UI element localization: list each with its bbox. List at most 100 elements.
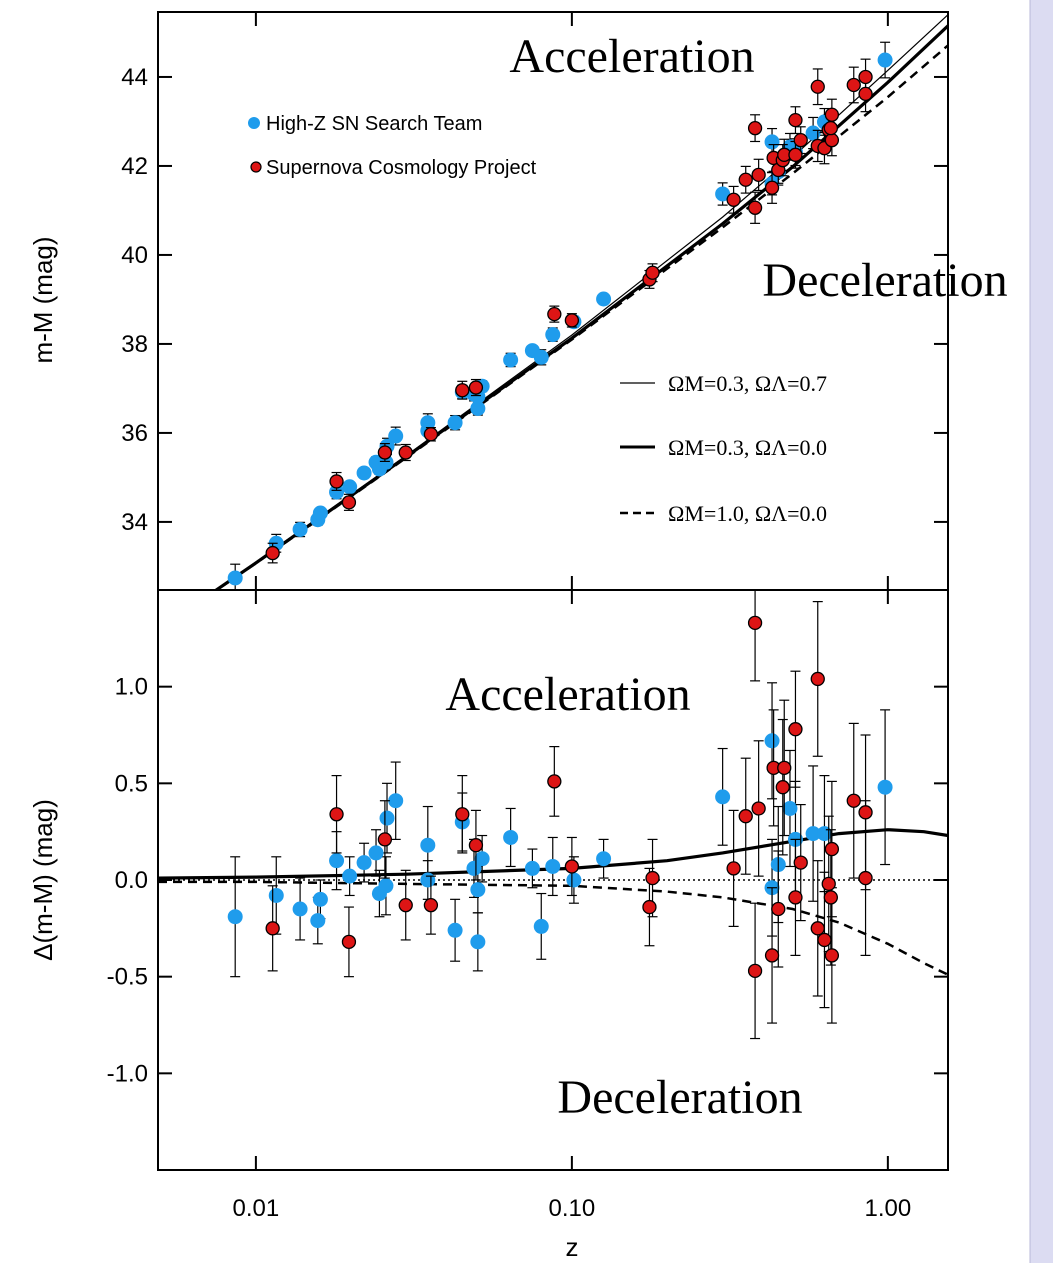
y-tick-label: 34 <box>121 509 148 536</box>
y-tick-label: 0.0 <box>115 867 148 894</box>
data-point <box>824 107 840 122</box>
data-point <box>312 505 328 521</box>
data-point <box>596 291 612 307</box>
legend-label: ΩM=0.3, ΩΛ=0.0 <box>668 435 827 460</box>
data-point <box>455 807 470 822</box>
data-point <box>747 963 763 979</box>
data-point <box>398 445 413 460</box>
data-point <box>265 921 280 936</box>
annotation: Acceleration <box>445 668 690 721</box>
data-point <box>566 872 582 888</box>
data-point <box>596 851 612 867</box>
data-point <box>342 868 358 884</box>
y-tick-label: 1.0 <box>115 674 148 701</box>
data-point <box>377 832 393 847</box>
side-strip <box>1030 0 1053 1263</box>
data-point <box>470 934 486 950</box>
data-point <box>764 948 780 963</box>
data-point <box>782 800 798 816</box>
y-tick-label: -1.0 <box>107 1060 148 1087</box>
annotation: Deceleration <box>762 254 1007 307</box>
x-tick-label: 1.00 <box>864 1195 911 1222</box>
data-point <box>824 132 840 148</box>
panel-plot <box>158 590 948 1040</box>
data-point <box>227 909 243 925</box>
legend-label: Supernova Cosmology Project <box>266 157 537 179</box>
model-line <box>158 880 948 976</box>
data-point <box>726 192 741 207</box>
data-point <box>312 891 328 907</box>
data-point <box>503 352 519 368</box>
data-point <box>379 810 395 826</box>
data-point <box>423 427 439 442</box>
data-point <box>545 858 561 874</box>
data-point <box>341 934 357 950</box>
data-point <box>533 918 549 934</box>
plot-layer: 34 36 38 40 42 44 -1.0 -0.5 0.0 0.5 1.0 0.01 0.10 1.0… <box>107 12 948 1222</box>
bottom-panel-frame <box>157 589 949 1171</box>
data-point <box>468 838 484 853</box>
data-point <box>547 306 562 322</box>
data-point <box>858 805 873 820</box>
data-point <box>805 826 821 842</box>
data-point <box>388 793 404 809</box>
data-point <box>470 882 486 898</box>
data-point <box>788 890 803 905</box>
data-point <box>474 851 490 867</box>
data-point <box>751 801 766 816</box>
data-point <box>341 495 357 510</box>
data-point <box>227 570 243 586</box>
data-point <box>642 899 657 915</box>
data-point <box>821 876 836 892</box>
data-point <box>788 147 803 162</box>
data-point <box>810 671 825 687</box>
legend-label: High-Z SN Search Team <box>266 113 482 135</box>
data-point <box>816 826 832 842</box>
data-point <box>564 859 580 874</box>
data-point <box>715 186 731 202</box>
data-point <box>447 415 463 431</box>
data-point <box>793 855 808 870</box>
data-point <box>423 897 439 913</box>
data-point <box>368 845 384 861</box>
data-point <box>805 125 821 141</box>
y-tick-label: 42 <box>121 153 148 180</box>
data-point <box>747 200 763 215</box>
legend-label: ΩM=0.3, ΩΛ=0.7 <box>668 371 827 396</box>
y-tick-label: 0.5 <box>115 770 148 797</box>
data-point <box>329 474 344 489</box>
data-point <box>268 887 284 903</box>
data-point <box>420 837 436 853</box>
data-point <box>764 134 780 150</box>
data-point <box>292 521 308 537</box>
data-point <box>810 921 825 936</box>
y-tick-label: -0.5 <box>107 964 148 991</box>
data-point <box>524 860 540 876</box>
y-tick-label: 36 <box>121 420 148 447</box>
data-point <box>356 855 372 871</box>
data-point <box>564 313 580 328</box>
data-point <box>738 809 753 824</box>
data-point <box>858 69 873 85</box>
data-point <box>726 861 741 876</box>
annotation: Acceleration <box>509 30 754 83</box>
data-point <box>858 86 873 102</box>
data-point <box>645 870 660 886</box>
data-point <box>824 948 840 963</box>
data-point <box>420 872 436 888</box>
data-point <box>775 780 790 795</box>
data-point <box>329 484 345 500</box>
data-point <box>764 180 780 195</box>
data-point <box>503 829 519 845</box>
data-point <box>738 172 753 187</box>
data-point <box>817 932 832 948</box>
data-point <box>846 793 861 808</box>
x-axis-label: z <box>566 1232 579 1262</box>
data-point <box>715 789 731 805</box>
data-point <box>823 890 838 905</box>
y-tick-label: 44 <box>121 64 148 91</box>
y-axis-label: m-M (mag) <box>28 236 58 363</box>
y-tick-label: 40 <box>121 242 148 269</box>
model-line <box>214 14 948 590</box>
